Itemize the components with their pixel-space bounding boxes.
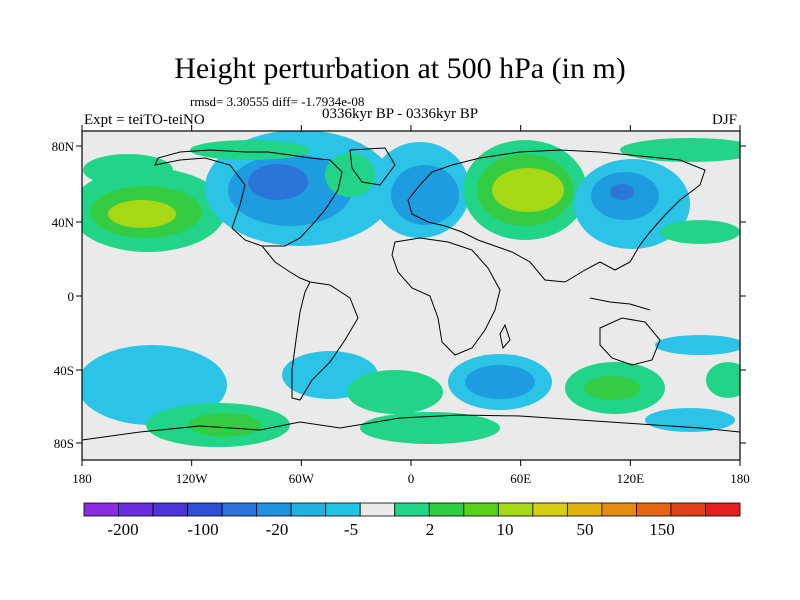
colorbar: -200 -100 -20 -5 2 10 50 150	[83, 502, 741, 539]
colorbar-swatch	[636, 502, 672, 517]
lon-label: 0	[408, 471, 415, 486]
colorbar-swatch	[532, 502, 568, 517]
colorbar-label: 150	[649, 520, 675, 539]
period-label: 0336kyr BP - 0336kyr BP	[322, 106, 479, 122]
lon-label: 60E	[510, 471, 531, 486]
field-sio-green	[360, 412, 500, 444]
colorbar-swatch	[670, 502, 706, 517]
colorbar-swatch	[463, 502, 499, 517]
field-sio-midblue	[465, 365, 535, 399]
colorbar-label: -100	[187, 520, 218, 539]
field-npac-yellowgreen	[108, 200, 176, 228]
coast-north-america	[154, 149, 343, 247]
colorbar-swatch	[497, 502, 534, 517]
coast-antarctica	[82, 414, 740, 441]
field-eurasia-yellowgreen	[492, 168, 564, 212]
field-atl-midblue	[391, 165, 459, 225]
contour-fields	[82, 131, 740, 447]
colorbar-label: 2	[426, 520, 435, 539]
coast-south-america	[291, 281, 359, 401]
field-asia-deepblue	[610, 184, 634, 200]
colorbar-swatch	[83, 502, 119, 517]
colorbar-swatch	[221, 502, 258, 517]
colorbar-label: -5	[344, 520, 358, 539]
lon-label: 180	[72, 471, 92, 486]
colorbar-swatch	[428, 502, 465, 517]
field-satl-green	[347, 370, 443, 414]
coastlines	[82, 147, 740, 441]
lat-label: 40S	[54, 363, 74, 378]
colorbar-swatch	[566, 502, 603, 517]
colorbar-swatch	[256, 502, 292, 517]
colorbar-swatch	[152, 502, 188, 517]
colorbar-label: -200	[107, 520, 138, 539]
colorbar-label: 50	[577, 520, 594, 539]
lat-label: 80S	[54, 436, 74, 451]
field-arctic-green-east	[620, 138, 740, 162]
field-arctic-green-mid	[325, 153, 375, 197]
colorbar-swatch	[359, 502, 396, 517]
coast-australia	[599, 317, 661, 366]
coast-madagascar	[499, 323, 511, 350]
lon-label: 60W	[289, 471, 315, 486]
coast-greenland	[349, 147, 396, 186]
colorbar-swatch	[601, 502, 637, 517]
lon-label: 120E	[617, 471, 645, 486]
colorbar-swatch	[325, 502, 361, 517]
colorbar-label: 10	[497, 520, 514, 539]
field-namer-deepblue	[248, 164, 308, 200]
coast-central-america	[261, 245, 311, 283]
colorbar-swatch	[705, 502, 741, 517]
lon-label: 120W	[176, 471, 209, 486]
lat-label: 0	[68, 289, 75, 304]
colorbar-swatch	[290, 502, 327, 517]
lat-label: 40N	[52, 215, 75, 230]
map-panel	[82, 131, 740, 460]
field-nw-green	[83, 154, 173, 186]
lon-label: 180	[730, 471, 750, 486]
colorbar-swatch	[118, 502, 154, 517]
field-se-green	[706, 362, 740, 398]
rmsd-diff-stats: rmsd= 3.30555 diff= -1.7934e-08	[190, 94, 365, 109]
longitude-axis: 180 120W 60W 0 60E 120E 180	[72, 125, 750, 486]
field-aus-brightgreen	[584, 376, 640, 400]
field-arctic-green-west	[190, 140, 310, 160]
colorbar-swatch	[394, 502, 430, 517]
coast-europe-asia	[407, 149, 706, 283]
field-ne-green	[660, 220, 740, 244]
colorbar-label: -20	[266, 520, 289, 539]
field-sa-lightblue	[645, 408, 735, 432]
lat-label: 80N	[52, 139, 75, 154]
season-label: DJF	[712, 112, 738, 128]
colorbar-swatch	[187, 502, 223, 517]
coast-indonesia	[589, 297, 651, 311]
chart-title: Height perturbation at 500 hPa (in m)	[174, 52, 626, 85]
field-sw-brightgreen	[189, 413, 261, 437]
latitude-axis: 80N 40N 0 40S 80S	[52, 139, 746, 451]
field-nz-lightblue	[655, 335, 740, 355]
coast-africa	[391, 237, 501, 356]
experiment-label: Expt = teiTO-teiNO	[84, 112, 205, 128]
